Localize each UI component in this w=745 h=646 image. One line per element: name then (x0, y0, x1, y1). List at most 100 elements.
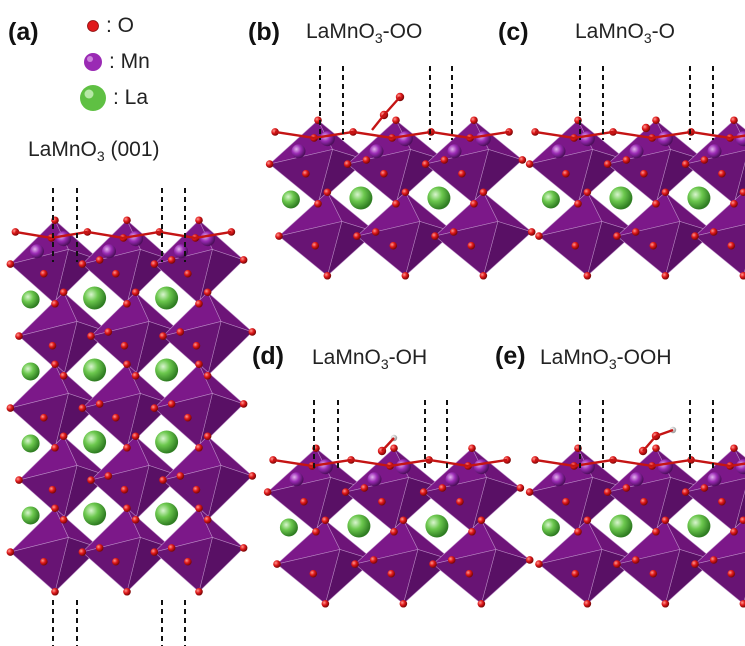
panel-e-octahedron (615, 519, 715, 605)
panel-b-octahedron-oxygen (449, 228, 458, 236)
panel-e-manganese-atom (551, 472, 566, 487)
panel-a-octahedron-oxygen (239, 256, 248, 264)
legend-oxygen-label: : O (106, 14, 135, 37)
legend-lanthanum-label: : La (113, 86, 149, 109)
panel-d-lanthanum-atom (279, 518, 298, 537)
panel-e-octahedron-oxygen (709, 556, 718, 564)
panel-a-octahedron (153, 363, 245, 449)
panel-a-octahedron-oxygen (59, 288, 68, 297)
panel-e-lanthanum-atom (609, 514, 633, 538)
panel-a-surface-bond (195, 230, 232, 240)
panel-b-octahedron-oxygen (311, 241, 320, 250)
panel-c-octahedron-oxygen (739, 271, 745, 280)
panel-e-manganese-atom (579, 459, 595, 475)
panel-d-surface-bond (311, 458, 352, 468)
panel-c-octahedron-oxygen (727, 241, 736, 250)
panel-b-octahedron-oxygen (479, 188, 488, 197)
panel-a-title: LaMnO3 (001) (28, 138, 160, 165)
manganese-atom-icon (84, 53, 102, 71)
panel-c-octahedron-oxygen (613, 232, 621, 240)
panel-a-octahedron-oxygen (6, 404, 15, 412)
panel-c-octahedron-oxygen (652, 116, 660, 125)
panel-b-lanthanum-atom (281, 190, 300, 209)
panel-c-manganese-atom (551, 144, 566, 159)
panel-a-octahedron-oxygen (123, 360, 131, 369)
panel-e-octahedron-oxygen (583, 516, 592, 525)
panel-c-surface-bond (690, 130, 731, 140)
panel-d-octahedron-oxygen (273, 560, 281, 568)
panel-b-octahedron-oxygen (431, 232, 439, 240)
panel-a-lanthanum-atom (155, 502, 179, 526)
panel-d-octahedron-oxygen (390, 527, 398, 536)
panel-e-octahedron-oxygen (649, 569, 658, 578)
panel-d-octahedron-oxygen (369, 556, 378, 564)
panel-b-octahedron-oxygen (401, 271, 410, 280)
panel-a-octahedron-oxygen (184, 557, 192, 566)
panel-b-octahedron-oxygen (401, 188, 410, 197)
panel-e-lanthanum-atom (687, 514, 711, 538)
panel-a-octahedron-oxygen (95, 400, 104, 408)
panel-b-oo-bond (383, 96, 401, 116)
panel-b-surface-bond (352, 130, 393, 140)
panel-d-oh-bond (381, 437, 395, 452)
panel-d-octahedron-oxygen (263, 488, 272, 496)
panel-c-surface-bond (573, 130, 614, 140)
panel-a-octahedron (90, 291, 182, 377)
panel-c-surface-bond (651, 130, 692, 140)
panel-c-title: LaMnO3-O (575, 20, 675, 47)
panel-a-octahedron-oxygen (131, 371, 140, 380)
panel-e-octahedron-oxygen (562, 497, 570, 506)
panel-d-octahedron-oxygen (447, 556, 456, 564)
panel-b-octahedron-oxygen (392, 116, 400, 125)
panel-a-octahedron-oxygen (6, 548, 15, 556)
panel-d-octahedron-oxygen (351, 560, 359, 568)
panel-a-lanthanum-atom (83, 286, 107, 310)
panel-a-octahedron-oxygen (40, 413, 48, 422)
panel-d-octahedron-oxygen (438, 484, 447, 492)
legend-manganese: : Mn (83, 50, 150, 74)
panel-a-manganese-atom (200, 231, 216, 247)
panel-a-lanthanum-atom (21, 506, 40, 525)
oxygen-atom-icon (87, 20, 99, 32)
panel-b-octahedron-oxygen (314, 199, 322, 208)
panel-a-surface-bond (87, 230, 124, 240)
panel-b-octahedron-oxygen (323, 188, 332, 197)
panel-a-octahedron-oxygen (176, 472, 185, 480)
panel-a-octahedron-oxygen (112, 557, 120, 566)
panel-d-octahedron-oxygen (378, 497, 386, 506)
panel-b-surface-bond (391, 130, 432, 140)
panel-d-surface-bond (467, 458, 508, 468)
panel-e-surface-bond (612, 458, 653, 468)
panel-d-surface-oxygen (503, 456, 511, 464)
panel-a-octahedron-oxygen (59, 371, 68, 380)
panel-e-octahedron-oxygen (631, 556, 640, 564)
panel-d-octahedron-oxygen (477, 599, 486, 608)
panel-d-surface-bond (350, 458, 391, 468)
panel-a-octahedron-oxygen (51, 299, 59, 308)
panel-c-octahedron-oxygen (718, 169, 726, 178)
panel-a-octahedron-oxygen (95, 544, 104, 552)
panel-a-octahedron-oxygen (40, 557, 48, 566)
panel-e-octahedron-oxygen (730, 527, 738, 536)
panel-a-octahedron-oxygen (48, 485, 57, 494)
panel-a-octahedron-oxygen (78, 548, 87, 556)
panel-b-octahedron-oxygen (467, 241, 476, 250)
panel-c-octahedron-oxygen (583, 271, 592, 280)
panel-b-octahedron-oxygen (371, 228, 380, 236)
panel-b-manganese-atom (447, 144, 462, 159)
panel-c-octahedron-oxygen (603, 160, 612, 168)
panel-e-title: LaMnO3-OOH (540, 346, 672, 373)
panel-a-octahedron-oxygen (123, 299, 131, 308)
panel-a-octahedron-oxygen (203, 288, 212, 297)
panel-b-octahedron-oxygen (518, 156, 527, 164)
panel-b-octahedron-oxygen (343, 160, 352, 168)
panel-e-octahedron-oxygen (718, 497, 726, 506)
panel-a-lanthanum-atom (155, 286, 179, 310)
panel-a-octahedron-oxygen (51, 587, 59, 596)
panel-c-octahedron-oxygen (700, 156, 709, 164)
panel-e-octahedron-oxygen (535, 560, 543, 568)
panel-e-manganese-atom (629, 472, 644, 487)
panel-d-octahedron-oxygen (468, 444, 476, 453)
panel-a-octahedron-oxygen (150, 548, 159, 556)
panel-a-octahedron-oxygen (123, 216, 131, 225)
